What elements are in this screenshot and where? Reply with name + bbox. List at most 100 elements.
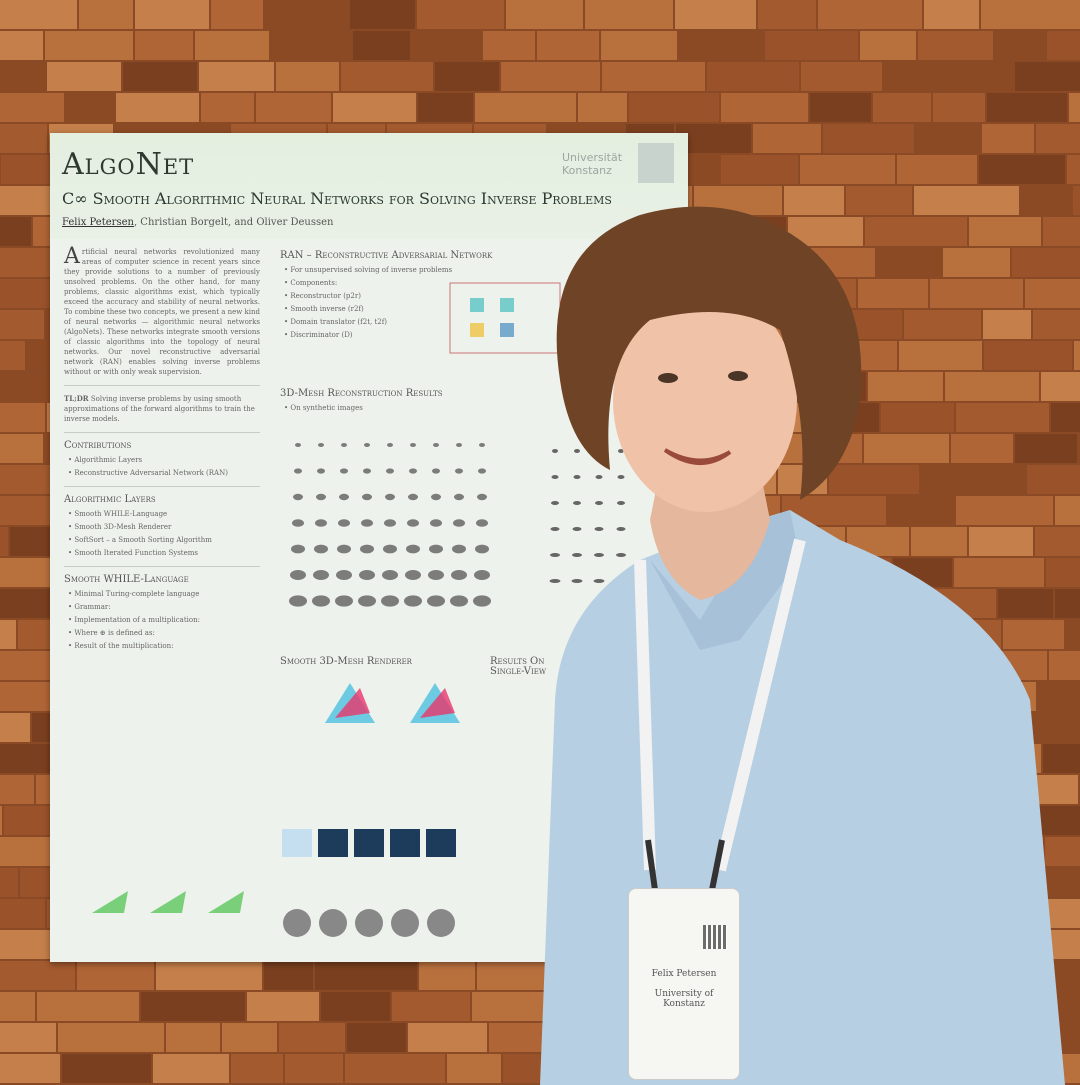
- mesh-thumb: [315, 519, 327, 527]
- shirt: [540, 510, 1065, 1085]
- wood-block: [1055, 496, 1080, 525]
- mesh-thumb: [573, 475, 581, 479]
- wood-block: [899, 341, 982, 370]
- wood-block: [983, 310, 1031, 339]
- mesh-thumb: [478, 468, 486, 474]
- mesh-thumb: [384, 519, 396, 527]
- mesh-thumb: [335, 595, 353, 607]
- wood-block: [943, 248, 1010, 277]
- wood-block: [951, 434, 1013, 463]
- mesh-thumb: [474, 570, 490, 580]
- mesh-thumb: [293, 493, 303, 501]
- wood-block: [1048, 899, 1080, 928]
- wood-block: [276, 62, 339, 91]
- ran-block: [470, 323, 484, 337]
- wood-block: [1027, 465, 1080, 494]
- wood-block: [0, 310, 44, 339]
- wood-block: [156, 961, 262, 990]
- wood-block: [58, 1023, 164, 1052]
- mesh-thumb: [451, 570, 467, 580]
- wood-block: [315, 961, 417, 990]
- wood-block: [984, 341, 1072, 370]
- wood-block: [1043, 217, 1080, 246]
- wood-block: [1, 155, 50, 184]
- render-sample: [390, 829, 420, 857]
- mesh-thumb: [617, 475, 625, 479]
- wood-block: [1047, 31, 1080, 60]
- list-item: Smooth Iterated Function Systems: [68, 548, 260, 558]
- wood-block: [823, 124, 914, 153]
- face: [613, 288, 797, 512]
- name-badge: Felix Petersen University of Konstanz: [628, 888, 740, 1080]
- mesh-thumb: [574, 449, 580, 453]
- mesh-thumb: [336, 570, 352, 580]
- wood-block: [1033, 310, 1080, 339]
- wood-block: [864, 434, 949, 463]
- wood-block: [956, 496, 1053, 525]
- wood-block: [79, 0, 133, 29]
- mesh-thumb: [456, 443, 462, 447]
- section: Algorithmic Layers Smooth WHILE-Language S…: [64, 495, 260, 558]
- mesh-thumb: [430, 519, 442, 527]
- wood-block: [1067, 155, 1080, 184]
- wood-block: [0, 0, 77, 29]
- section-heading: Algorithmic Layers: [64, 494, 156, 505]
- wood-block: [1003, 620, 1064, 649]
- mesh-thumb: [318, 443, 324, 447]
- wood-block: [784, 186, 844, 215]
- wood-block: [982, 124, 1034, 153]
- list-item: Where ⊕ is defined as:: [68, 628, 260, 638]
- wood-block: [141, 992, 245, 1021]
- wood-block: [0, 899, 45, 928]
- list-item: Smooth inverse (r2f): [284, 304, 550, 314]
- wood-block: [679, 31, 763, 60]
- wood-block: [341, 62, 433, 91]
- wood-block: [135, 0, 209, 29]
- wood-block: [877, 248, 941, 277]
- wood-block: [419, 961, 475, 990]
- wood-block: [447, 1054, 501, 1083]
- wood-block: [629, 93, 719, 122]
- mesh-thumb: [595, 501, 603, 505]
- wood-block: [62, 1054, 151, 1083]
- wood-block: [0, 713, 30, 742]
- list-item: For unsupervised solving of inverse prob…: [284, 265, 550, 275]
- wood-block: [1015, 434, 1077, 463]
- left-column: Artificial neural networks revolutionize…: [64, 244, 260, 654]
- list-item: Grammar:: [68, 602, 260, 612]
- mesh-thumb: [406, 544, 420, 554]
- mesh-thumb: [363, 468, 371, 474]
- ran-block: [500, 298, 514, 312]
- mesh-thumb: [386, 468, 394, 474]
- wood-block: [998, 589, 1053, 618]
- wood-block: [945, 372, 1039, 401]
- mesh-thumb: [550, 553, 560, 557]
- wood-block: [676, 124, 751, 153]
- wood-block: [1066, 620, 1080, 649]
- wood-block: [1046, 558, 1080, 587]
- mesh-thumb: [427, 595, 445, 607]
- mesh-thumb: [473, 595, 491, 607]
- mesh-thumb: [572, 527, 582, 531]
- wood-block: [0, 992, 35, 1021]
- section: 3D-Mesh Reconstruction Results On synthet…: [280, 389, 550, 413]
- mesh-thumb: [338, 519, 350, 527]
- wood-block: [801, 62, 882, 91]
- wood-block: [153, 1054, 229, 1083]
- wood-block: [0, 341, 25, 370]
- list-item: Smooth WHILE-Language: [68, 509, 260, 519]
- wood-block: [914, 186, 1019, 215]
- render-sample: [426, 829, 456, 857]
- wood-block: [1055, 589, 1080, 618]
- wood-block: [483, 31, 535, 60]
- wood-block: [1049, 651, 1080, 680]
- list-item: Smooth 3D-Mesh Renderer: [68, 522, 260, 532]
- render-sample: [282, 829, 312, 857]
- list-item: SoftSort – a Smooth Sorting Algorithm: [68, 535, 260, 545]
- renderer-section: Smooth 3D-Mesh Renderer: [280, 651, 480, 671]
- mesh-thumb: [340, 468, 348, 474]
- mesh-thumb: [313, 570, 329, 580]
- wood-block: [956, 403, 1049, 432]
- wood-block: [47, 62, 121, 91]
- render-sample: [318, 829, 348, 857]
